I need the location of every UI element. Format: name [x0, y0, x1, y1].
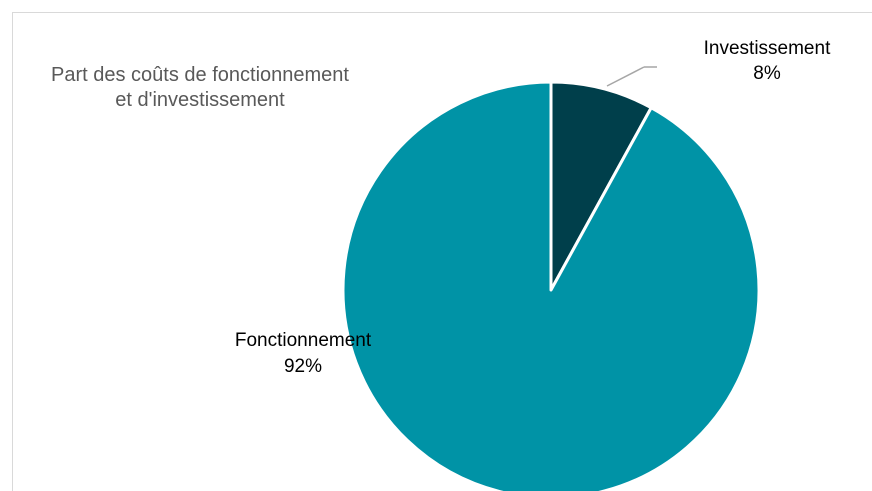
slice-label-investissement-name: Investissement — [704, 38, 831, 59]
chart-frame — [12, 12, 872, 491]
slice-label-investissement-value: 8% — [753, 63, 781, 84]
slice-label-fonctionnement-value: 92% — [284, 356, 322, 377]
chart-title-line-1: Part des coûts de fonctionnement — [51, 64, 349, 86]
pie-slice-investissement — [549, 80, 653, 292]
pie-slices — [341, 80, 761, 491]
pie-slice-fonctionnement — [341, 80, 761, 491]
leader-line-investissement — [606, 66, 645, 87]
chart-title-line-2: et d'investissement — [115, 89, 285, 111]
slice-label-fonctionnement-name: Fonctionnement — [235, 330, 372, 351]
